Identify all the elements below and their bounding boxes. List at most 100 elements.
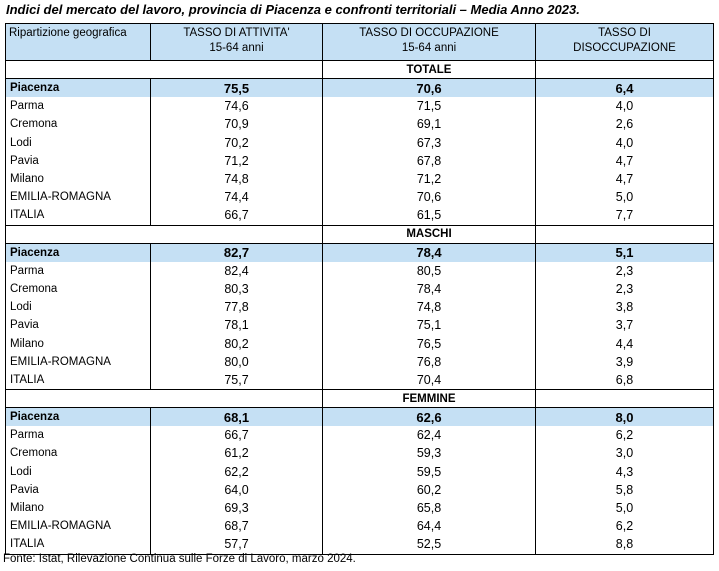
- value-disoccupazione: 4,0: [535, 133, 714, 152]
- value-occupazione: 59,3: [322, 444, 536, 463]
- value-occupazione: 67,8: [322, 151, 536, 170]
- value-disoccupazione: 3,7: [535, 316, 714, 335]
- value-attivita: 78,1: [150, 316, 323, 335]
- header-disoccupazione-line1: TASSO DI: [598, 27, 651, 39]
- header-attivita-line2: 15-64 anni: [209, 42, 264, 54]
- value-attivita: 80,0: [150, 352, 323, 371]
- value-occupazione: 52,5: [322, 535, 536, 555]
- value-disoccupazione: 8,0: [535, 407, 714, 427]
- area-name: Cremona: [5, 444, 151, 463]
- value-occupazione: 74,8: [322, 298, 536, 317]
- value-disoccupazione: 5,8: [535, 480, 714, 499]
- table-row: Pavia 64,0 60,2 5,8: [5, 480, 714, 499]
- table-row: ITALIA 75,7 70,4 6,8: [5, 370, 714, 390]
- value-disoccupazione: 5,0: [535, 188, 714, 207]
- value-disoccupazione: 4,7: [535, 169, 714, 189]
- table-row: EMILIA-ROMAGNA 74,4 70,6 5,0: [5, 188, 714, 207]
- table-row: Pavia 71,2 67,8 4,7: [5, 151, 714, 170]
- area-name: Pavia: [5, 151, 151, 170]
- value-occupazione: 65,8: [322, 498, 536, 518]
- table-row: EMILIA-ROMAGNA 80,0 76,8 3,9: [5, 352, 714, 371]
- area-name: Milano: [5, 498, 151, 518]
- table-row: Piacenza 68,1 62,6 8,0: [5, 407, 714, 427]
- section-spacer: [535, 60, 714, 79]
- table-row: Lodi 62,2 59,5 4,3: [5, 462, 714, 481]
- area-name: Cremona: [5, 279, 151, 299]
- area-name: ITALIA: [5, 206, 151, 225]
- table-row: Cremona 80,3 78,4 2,3: [5, 279, 714, 299]
- area-name: Pavia: [5, 316, 151, 335]
- value-attivita: 77,8: [150, 298, 323, 317]
- value-disoccupazione: 2,3: [535, 279, 714, 299]
- table-row: Parma 74,6 71,5 4,0: [5, 97, 714, 116]
- header-occupazione-line1: TASSO DI OCCUPAZIONE: [359, 27, 499, 39]
- value-attivita: 71,2: [150, 151, 323, 170]
- section-row: FEMMINE: [5, 389, 714, 408]
- table-row: Milano 74,8 71,2 4,7: [5, 169, 714, 189]
- value-disoccupazione: 3,8: [535, 298, 714, 317]
- value-attivita: 75,5: [150, 78, 323, 98]
- section-spacer: [5, 224, 151, 243]
- section-label: MASCHI: [322, 224, 536, 243]
- value-attivita: 82,7: [150, 242, 323, 262]
- table-row: ITALIA 57,7 52,5 8,8: [5, 535, 714, 555]
- header-occupazione-line2: 15-64 anni: [401, 42, 457, 54]
- section-spacer: [5, 60, 151, 79]
- value-attivita: 69,3: [150, 498, 323, 518]
- value-attivita: 74,8: [150, 169, 323, 189]
- section-spacer: [150, 60, 323, 79]
- value-disoccupazione: 6,8: [535, 370, 714, 390]
- section-label: TOTALE: [322, 60, 536, 79]
- table-row: Parma 82,4 80,5 2,3: [5, 261, 714, 280]
- area-name: EMILIA-ROMAGNA: [5, 188, 151, 207]
- value-attivita: 70,2: [150, 133, 323, 152]
- value-disoccupazione: 6,2: [535, 517, 714, 536]
- value-disoccupazione: 5,1: [535, 242, 714, 262]
- value-occupazione: 64,4: [322, 517, 536, 536]
- area-name: Piacenza: [5, 242, 151, 262]
- header-area: Ripartizione geografica: [5, 23, 151, 61]
- area-name: Lodi: [5, 133, 151, 152]
- area-name: ITALIA: [5, 370, 151, 390]
- table-row: ITALIA 66,7 61,5 7,7: [5, 206, 714, 225]
- value-occupazione: 62,6: [322, 407, 536, 427]
- value-occupazione: 78,4: [322, 242, 536, 262]
- header-disoccupazione-line2: DISOCCUPAZIONE: [573, 42, 676, 54]
- area-name: ITALIA: [5, 535, 151, 555]
- value-attivita: 75,7: [150, 370, 323, 390]
- value-disoccupazione: 4,3: [535, 462, 714, 481]
- area-name: Cremona: [5, 115, 151, 134]
- table-row: Milano 69,3 65,8 5,0: [5, 498, 714, 518]
- value-attivita: 74,6: [150, 97, 323, 116]
- table-row: Milano 80,2 76,5 4,4: [5, 334, 714, 353]
- section-row: MASCHI: [5, 224, 714, 243]
- value-attivita: 62,2: [150, 462, 323, 481]
- value-disoccupazione: 2,3: [535, 261, 714, 280]
- area-name: Milano: [5, 334, 151, 353]
- header-attivita: TASSO DI ATTIVITA' 15-64 anni: [150, 23, 323, 61]
- area-name: Milano: [5, 169, 151, 189]
- value-occupazione: 76,5: [322, 334, 536, 353]
- area-name: Piacenza: [5, 407, 151, 427]
- area-name: EMILIA-ROMAGNA: [5, 352, 151, 371]
- table-row: EMILIA-ROMAGNA 68,7 64,4 6,2: [5, 517, 714, 536]
- value-occupazione: 62,4: [322, 426, 536, 445]
- section-spacer: [535, 224, 714, 243]
- value-attivita: 64,0: [150, 480, 323, 499]
- value-occupazione: 75,1: [322, 316, 536, 335]
- labour-market-table: Ripartizione geografica TASSO DI ATTIVIT…: [5, 23, 714, 555]
- value-disoccupazione: 3,0: [535, 444, 714, 463]
- value-disoccupazione: 8,8: [535, 535, 714, 555]
- area-name: Pavia: [5, 480, 151, 499]
- header-disoccupazione: TASSO DI DISOCCUPAZIONE: [535, 23, 714, 61]
- table-row: Piacenza 82,7 78,4 5,1: [5, 242, 714, 262]
- value-disoccupazione: 5,0: [535, 498, 714, 518]
- area-name: Lodi: [5, 298, 151, 317]
- header-occupazione: TASSO DI OCCUPAZIONE 15-64 anni: [322, 23, 536, 61]
- value-disoccupazione: 7,7: [535, 206, 714, 225]
- value-occupazione: 70,6: [322, 78, 536, 98]
- table-row: Cremona 61,2 59,3 3,0: [5, 444, 714, 463]
- value-occupazione: 71,5: [322, 97, 536, 116]
- table-row: Pavia 78,1 75,1 3,7: [5, 316, 714, 335]
- section-row: TOTALE: [5, 60, 714, 79]
